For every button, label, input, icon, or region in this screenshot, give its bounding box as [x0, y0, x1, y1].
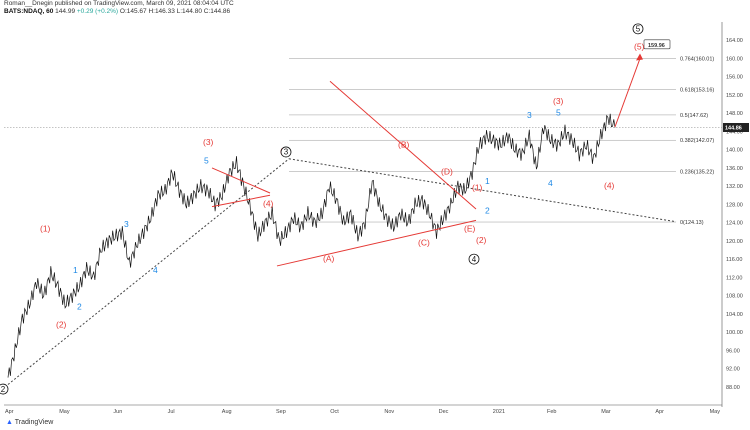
- projection-arrowhead: [636, 53, 643, 61]
- tradingview-logo[interactable]: ▲ TradingView: [6, 419, 53, 426]
- y-tick-label: 120.00: [726, 239, 743, 245]
- x-tick-label: Apr: [655, 409, 664, 415]
- wave-label-blue: 2: [485, 206, 490, 216]
- last-price: 144.99: [55, 8, 76, 15]
- y-tick-label: 152.00: [726, 93, 743, 99]
- support-line: [276, 219, 477, 267]
- wave-label-blue: 4: [153, 265, 158, 275]
- x-tick-label: Apr: [5, 409, 14, 415]
- x-tick-label: Oct: [330, 409, 339, 415]
- wave-label-blue: 3: [527, 110, 532, 120]
- fib-level-label: 0.618(153.16): [680, 88, 714, 94]
- x-tick-label: Jul: [168, 409, 175, 415]
- tradingview-icon: ▲: [6, 419, 13, 426]
- wave-label-blue: 2: [77, 301, 82, 311]
- wave-label-red: (3): [203, 137, 214, 147]
- wave-circle: [280, 146, 292, 158]
- wave-label-red: (2): [476, 235, 487, 245]
- wave-label-blue: 5: [556, 107, 561, 117]
- wave-circle: [468, 253, 480, 265]
- wave-label-red: (1): [40, 224, 51, 234]
- y-tick-label: 148.00: [726, 111, 743, 117]
- current-price-badge: [723, 123, 749, 133]
- y-tick-label: 156.00: [726, 75, 743, 81]
- wave-label-red: (3): [553, 96, 564, 106]
- y-tick-label: 160.00: [726, 56, 743, 62]
- wave-label-circled: 2: [1, 385, 6, 394]
- wave-label-red: (2): [56, 319, 67, 329]
- dotted-channel-line: [7, 158, 290, 385]
- x-tick-label: Aug: [222, 409, 232, 415]
- y-tick-label: 140.00: [726, 148, 743, 154]
- wave-label-blue: 4: [548, 178, 553, 188]
- x-tick-label: Nov: [384, 409, 394, 415]
- wave-label-blue: 1: [485, 176, 490, 186]
- y-tick-label: 112.00: [726, 275, 742, 281]
- wave-label-red: (C): [418, 237, 430, 247]
- x-tick-label: Sep: [276, 409, 286, 415]
- wave-label-circled: 3: [284, 148, 289, 157]
- x-tick-label: 2021: [493, 409, 505, 415]
- dotted-resistance-line: [288, 158, 677, 223]
- projection-arrow: [614, 58, 641, 128]
- y-tick-label: 92.00: [726, 367, 740, 373]
- wave-label-red: (B): [398, 139, 410, 149]
- fib-level-label: 0.382(142.07): [680, 138, 714, 144]
- wave-circle: [632, 23, 644, 35]
- y-tick-label: 164.00: [726, 38, 743, 44]
- brand-label: TradingView: [14, 419, 54, 426]
- wave-label-red: (D): [441, 167, 453, 177]
- triangle-lower-line: [211, 194, 271, 208]
- y-tick-label: 100.00: [726, 330, 743, 336]
- price-change: +0.29 (+0.2%): [76, 8, 119, 15]
- wave-label-circled: 4: [472, 255, 477, 264]
- wave-label-circled: 5: [636, 25, 641, 34]
- price-series-line: [7, 113, 616, 378]
- target-price-label: 159.96: [648, 43, 665, 49]
- wave-label-red: (A): [323, 253, 335, 263]
- fib-level-label: 0(124.13): [680, 220, 704, 226]
- y-tick-label: 108.00: [726, 294, 743, 300]
- wave-label-red: (1): [472, 183, 483, 193]
- fib-level-label: 0.5(147.62): [680, 113, 708, 119]
- x-tick-label: May: [59, 409, 70, 415]
- target-price-box: [643, 39, 671, 50]
- y-tick-label: 136.00: [726, 166, 743, 172]
- symbol-name: BATS:NDAQ, 60: [4, 8, 54, 15]
- y-tick-label: 128.00: [726, 202, 743, 208]
- current-price-text: 144.86: [725, 126, 742, 132]
- y-tick-label: 116.00: [726, 257, 742, 263]
- fib-level-label: 0.764(160.01): [680, 56, 714, 62]
- y-tick-label: 104.00: [726, 312, 743, 318]
- resistance-line: [329, 80, 477, 210]
- wave-label-red: (5): [634, 41, 645, 51]
- wave-label-red: (4): [604, 180, 615, 190]
- y-tick-label: 88.00: [726, 385, 740, 391]
- x-tick-label: Mar: [601, 409, 611, 415]
- wave-label-red: (4): [263, 199, 274, 209]
- fib-level-label: 0.236(135.22): [680, 169, 714, 175]
- y-tick-label: 96.00: [726, 348, 740, 354]
- y-tick-label: 144.00: [726, 129, 743, 135]
- wave-circle: [0, 383, 9, 395]
- ohlc-values: O:145.67 H:146.33 L:144.80 C:144.86: [119, 8, 231, 15]
- plot-area: [4, 22, 722, 405]
- publish-info: Roman__Dnegin published on TradingView.c…: [4, 0, 234, 7]
- triangle-upper-line: [211, 167, 271, 194]
- wave-label-blue: 3: [124, 219, 129, 229]
- x-tick-label: Feb: [547, 409, 556, 415]
- wave-label-blue: 5: [204, 155, 209, 165]
- y-tick-label: 124.00: [726, 221, 743, 227]
- symbol-info: BATS:NDAQ, 60 144.99 +0.29 (+0.2%) O:145…: [4, 8, 230, 15]
- x-tick-label: Jun: [113, 409, 122, 415]
- wave-label-red: (E): [464, 224, 476, 234]
- wave-label-blue: 1: [73, 265, 78, 275]
- x-tick-label: May: [710, 409, 721, 415]
- y-tick-label: 132.00: [726, 184, 743, 190]
- x-tick-label: Dec: [439, 409, 449, 415]
